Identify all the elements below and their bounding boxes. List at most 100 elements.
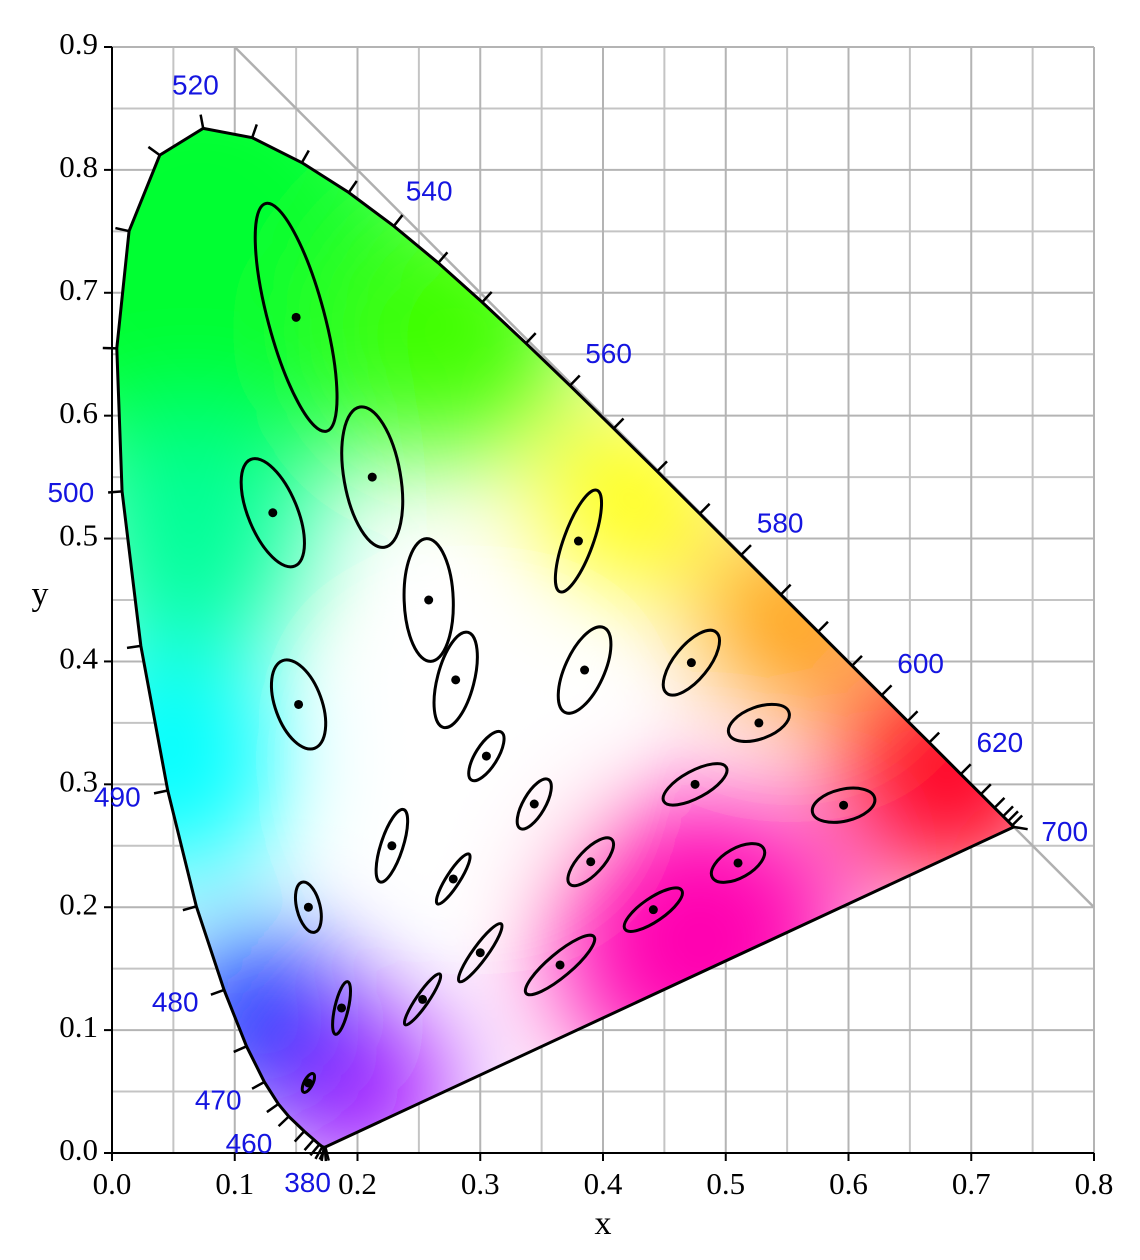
center-point: [580, 665, 590, 675]
center-point: [418, 994, 428, 1004]
wavelength-tick: [303, 1138, 315, 1151]
ellipse: [661, 762, 729, 807]
ellipse: [456, 922, 504, 984]
center-point: [555, 960, 565, 970]
wavelength-label: 700: [1041, 816, 1088, 847]
x-tick-label: 0.5: [706, 1166, 745, 1201]
wavelength-label: 460: [226, 1128, 273, 1159]
y-tick-label: 0.9: [59, 26, 98, 61]
wavelength-tick: [309, 1143, 321, 1157]
y-tick-label: 0.5: [59, 518, 98, 553]
wavelength-tick: [266, 1102, 280, 1114]
wavelength-tick: [993, 797, 1006, 809]
center-point: [291, 312, 301, 322]
center-point: [586, 857, 596, 867]
center-point: [448, 874, 458, 884]
wavelength-tick: [779, 583, 792, 596]
center-point: [481, 751, 491, 761]
wavelength-label: 560: [585, 338, 632, 369]
ellipse: [553, 488, 604, 594]
wavelength-label: 540: [406, 175, 453, 206]
wavelength-tick: [115, 226, 130, 233]
wavelength-tick: [199, 114, 205, 129]
x-tick-label: 0.8: [1075, 1166, 1114, 1201]
ellipse: [434, 852, 472, 906]
center-point: [424, 595, 434, 605]
ellipse: [239, 457, 306, 569]
wavelength-tick: [182, 905, 197, 912]
wavelength-label: 380: [284, 1167, 331, 1198]
wavelength-tick: [293, 1130, 306, 1143]
wavelength-tick: [740, 544, 752, 556]
wavelength-tick: [880, 684, 893, 697]
x-tick-label: 0.4: [584, 1166, 623, 1201]
wavelength-label: 480: [152, 986, 199, 1017]
y-tick-label: 0.3: [59, 763, 98, 798]
center-point: [839, 800, 849, 810]
wavelength-tick: [906, 710, 919, 723]
wavelength-tick: [210, 988, 225, 996]
ellipse: [269, 658, 328, 751]
ellipse: [622, 886, 684, 933]
center-point: [573, 536, 583, 546]
x-tick-label: 0.3: [461, 1166, 500, 1201]
y-tick-label: 0.0: [59, 1132, 98, 1167]
ellipse: [556, 625, 613, 715]
wavelength-tick: [126, 644, 142, 650]
ellipse: [661, 628, 721, 697]
wavelength-label: 600: [897, 648, 944, 679]
y-tick-label: 0.6: [59, 395, 98, 430]
wavelength-tick: [1002, 805, 1014, 818]
ellipse: [523, 933, 597, 997]
wavelength-tick: [525, 332, 537, 345]
center-point: [367, 472, 377, 482]
center-point: [529, 799, 539, 809]
y-tick-label: 0.7: [59, 272, 98, 307]
y-axis-label: y: [32, 576, 49, 613]
wavelength-label: 620: [976, 727, 1023, 758]
center-point: [303, 902, 313, 912]
center-point: [337, 1003, 347, 1013]
x-axis-label: x: [595, 1205, 612, 1242]
center-point: [648, 905, 658, 915]
wavelength-tick: [1013, 825, 1028, 831]
y-tick-label: 0.2: [59, 886, 98, 921]
wavelength-label: 500: [47, 477, 94, 508]
ellipse: [374, 807, 410, 884]
wavelength-tick: [851, 654, 863, 667]
ellipse: [467, 729, 506, 783]
wavelength-tick: [153, 789, 168, 795]
ellipse: [709, 842, 767, 884]
wavelength-tick: [437, 251, 449, 264]
wavelength-tick: [817, 620, 829, 633]
center-point: [303, 1078, 313, 1088]
wavelength-tick: [314, 1146, 324, 1160]
wavelength-tick: [392, 214, 404, 227]
ellipse: [566, 836, 615, 888]
wavelength-tick: [108, 490, 123, 494]
center-point: [294, 699, 304, 709]
wavelength-tick: [698, 502, 711, 515]
wavelength-tick: [569, 374, 581, 387]
wavelength-label: 580: [757, 508, 804, 539]
ellipse: [402, 537, 455, 663]
wavelength-tick: [959, 763, 972, 776]
y-tick-label: 0.8: [59, 149, 98, 184]
wavelength-tick: [277, 1115, 290, 1128]
wavelength-tick: [147, 145, 161, 157]
wavelength-label: 470: [195, 1085, 242, 1116]
wavelength-tick: [1007, 810, 1019, 823]
ellipse: [515, 777, 553, 831]
ellipse: [331, 980, 352, 1036]
x-tick-label: 0.7: [952, 1166, 991, 1201]
ellipse: [726, 702, 791, 743]
wavelength-tick: [300, 149, 310, 164]
wavelength-tick: [980, 783, 992, 796]
ellipse: [432, 630, 479, 730]
wavelength-label: 520: [172, 69, 219, 100]
x-tick-label: 0.6: [829, 1166, 868, 1201]
plot: 0.0 0.1 0.2 0.3 0.4 0.5 0.6 0.7 0.8 0.0 0.1 0.2 0.3 0…: [47, 26, 1113, 1201]
wavelength-tick: [250, 124, 258, 139]
